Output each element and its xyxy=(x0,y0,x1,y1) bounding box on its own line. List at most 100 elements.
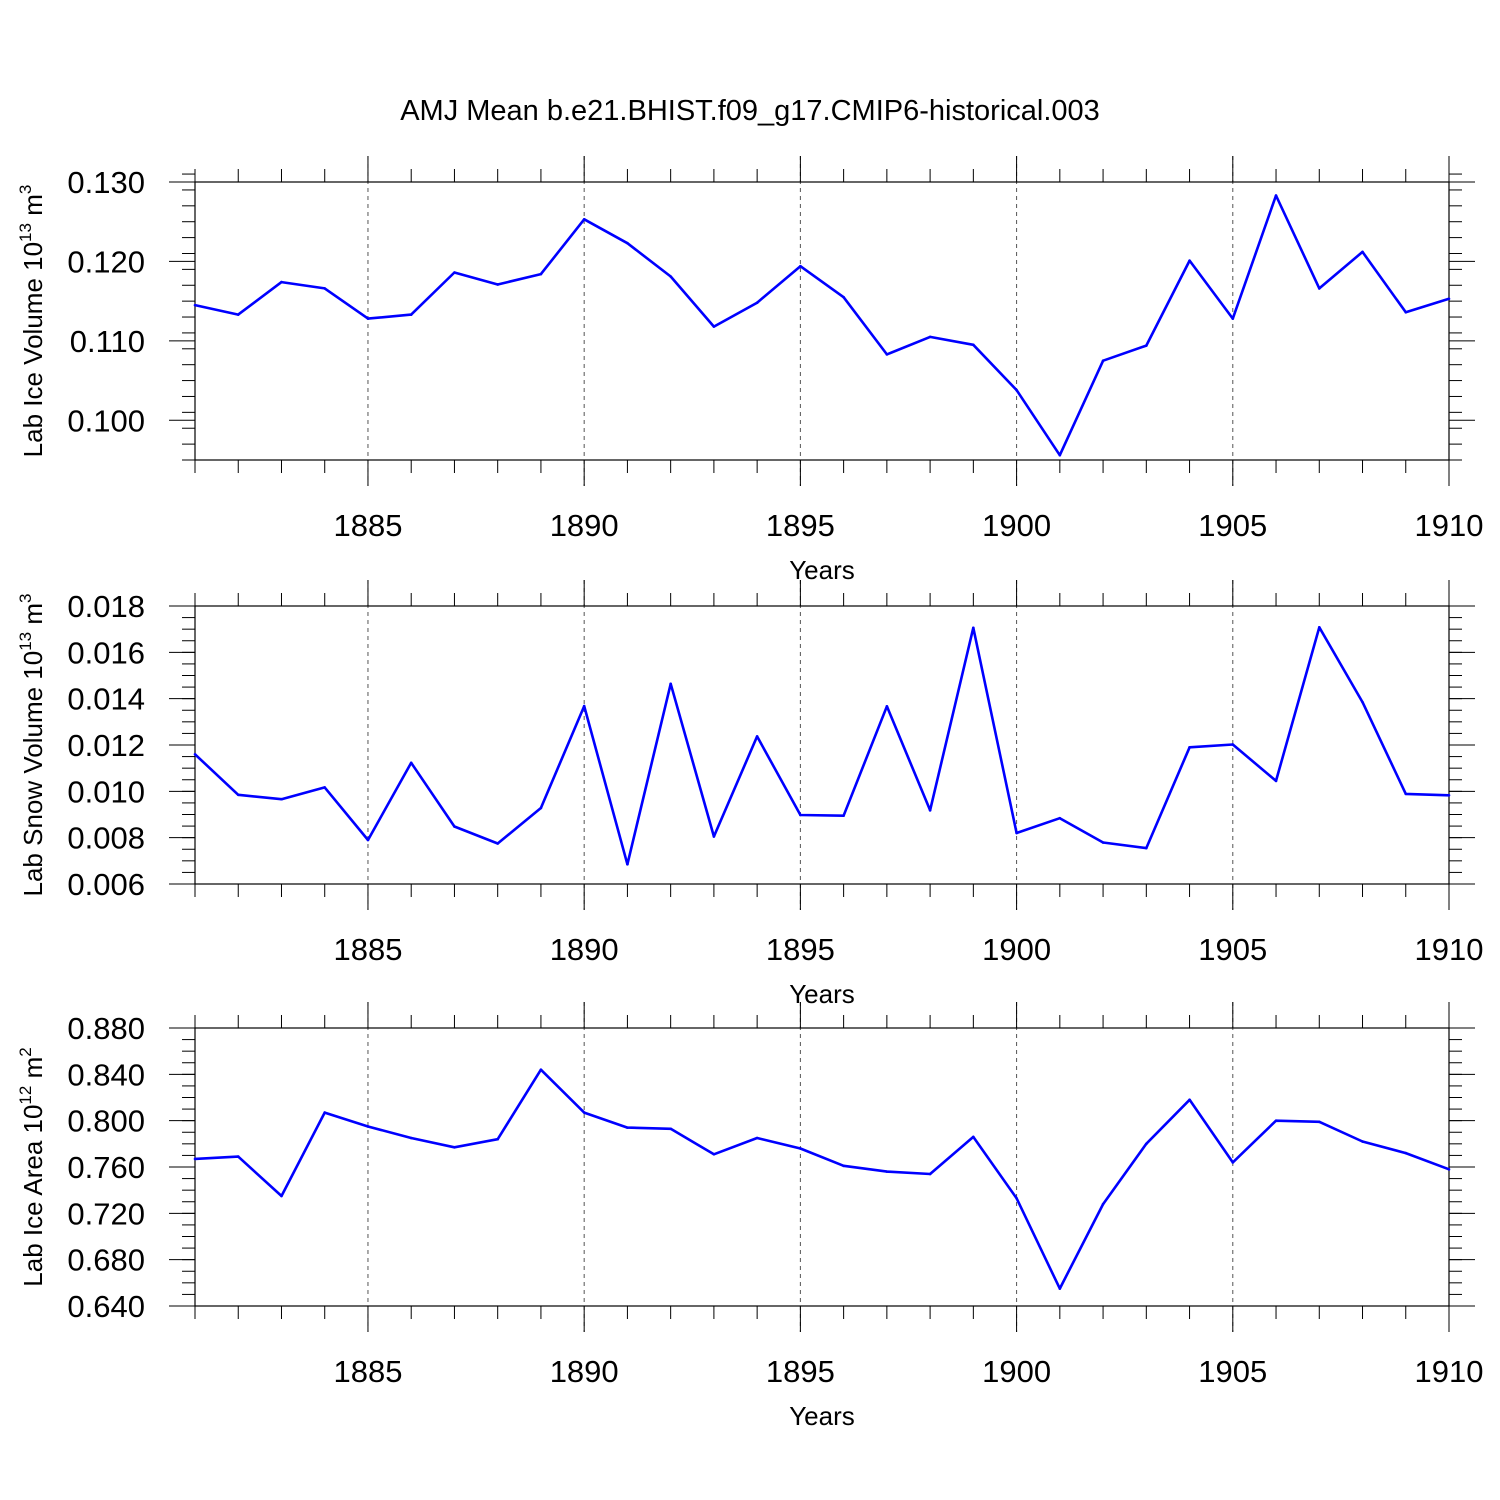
data-point xyxy=(280,797,283,801)
data-point xyxy=(1361,700,1364,704)
data-point xyxy=(496,842,499,845)
data-point xyxy=(755,735,759,738)
x-tick-label: 1885 xyxy=(333,1354,402,1389)
y-tick-label: 0.018 xyxy=(67,589,145,624)
y-tick-label: 0.008 xyxy=(67,821,145,856)
data-point xyxy=(193,303,197,307)
data-point xyxy=(885,1170,889,1173)
data-point xyxy=(885,705,889,708)
y-tick-label: 0.800 xyxy=(67,1104,145,1139)
data-point xyxy=(1188,746,1191,749)
data-point xyxy=(1317,287,1321,290)
data-point xyxy=(669,275,672,278)
x-tick-label: 1900 xyxy=(982,1354,1051,1389)
x-tick-label: 1895 xyxy=(766,932,835,967)
y-tick-label: 0.130 xyxy=(67,165,145,200)
y-axis-label-exponent: 13 xyxy=(16,632,35,651)
x-tick-label: 1885 xyxy=(333,508,402,543)
data-point xyxy=(1015,1196,1018,1200)
y-axis-label-unit-exponent: 2 xyxy=(16,1047,35,1056)
data-point xyxy=(755,301,759,305)
data-point xyxy=(1188,259,1191,262)
data-point xyxy=(409,761,413,765)
data-point xyxy=(799,813,802,817)
data-point xyxy=(1101,841,1105,844)
data-point xyxy=(626,863,629,866)
data-point xyxy=(236,793,240,797)
x-axis-label: Years xyxy=(789,555,855,585)
y-tick-label: 0.016 xyxy=(67,635,145,670)
panel-1: 1885 1890 1895 1900 1905 1910 Years 0.100 0.110 0… xyxy=(16,156,1483,585)
y-axis-label-unit: m xyxy=(18,603,48,632)
data-point xyxy=(755,1136,759,1140)
panel-2: 1885 1890 1895 1900 1905 1910 Years 0.006 0.008 0… xyxy=(16,580,1483,1009)
data-point xyxy=(712,835,716,838)
data-point xyxy=(669,1127,672,1131)
data-point xyxy=(496,283,499,286)
data-point xyxy=(1101,1202,1105,1206)
series-line xyxy=(194,194,1450,457)
y-tick-label: 0.120 xyxy=(67,244,145,279)
y-tick-label: 0.010 xyxy=(67,774,145,809)
data-point xyxy=(1274,194,1278,197)
data-point xyxy=(1231,317,1235,320)
data-point xyxy=(366,317,370,320)
data-point xyxy=(453,1146,456,1149)
data-point xyxy=(236,313,240,316)
data-point xyxy=(842,814,845,817)
data-point xyxy=(1447,793,1451,797)
data-point xyxy=(1231,1161,1235,1164)
data-point xyxy=(193,752,197,756)
x-tick-label: 1885 xyxy=(333,932,402,967)
figure-title: AMJ Mean b.e21.BHIST.f09_g17.CMIP6-histo… xyxy=(400,95,1100,127)
data-point xyxy=(799,264,802,268)
y-tick-label: 0.012 xyxy=(67,728,145,763)
data-point xyxy=(799,1147,802,1150)
data-point xyxy=(885,353,889,356)
data-point xyxy=(842,295,845,299)
data-point xyxy=(1188,1098,1191,1102)
y-tick-label: 0.110 xyxy=(70,324,145,359)
y-axis-label: Lab Snow Volume 1013 m3 xyxy=(16,593,48,896)
data-point xyxy=(626,1126,629,1129)
data-point xyxy=(1145,344,1148,347)
data-point xyxy=(280,280,283,284)
data-point xyxy=(1058,453,1062,457)
data-point xyxy=(1231,743,1235,746)
data-point xyxy=(582,218,586,221)
data-point xyxy=(496,1137,499,1141)
data-point xyxy=(972,343,975,347)
x-tick-label: 1905 xyxy=(1198,1354,1267,1389)
data-point xyxy=(928,1172,932,1176)
data-point xyxy=(928,809,932,812)
y-axis-label-exponent: 12 xyxy=(16,1086,35,1105)
x-tick-label: 1890 xyxy=(550,932,619,967)
data-point xyxy=(539,1068,543,1071)
y-axis-label-unit: m xyxy=(18,194,48,223)
data-point xyxy=(712,1152,716,1156)
x-tick-label: 1910 xyxy=(1415,508,1484,543)
data-point xyxy=(1101,359,1105,363)
data-point xyxy=(1317,626,1321,629)
data-point xyxy=(1317,1120,1321,1124)
x-tick-label: 1900 xyxy=(982,932,1051,967)
data-point xyxy=(1447,1168,1451,1171)
y-axis-label-unit-exponent: 3 xyxy=(16,593,35,602)
data-point xyxy=(1404,310,1408,314)
y-axis-label-text: Lab Ice Area 10 xyxy=(18,1105,48,1287)
data-point xyxy=(669,682,672,686)
y-tick-label: 0.760 xyxy=(67,1150,145,1185)
data-point xyxy=(453,825,456,828)
panel-3: 1885 1890 1895 1900 1905 1910 Years 0.640 0.680 0… xyxy=(16,1002,1483,1431)
x-tick-label: 1905 xyxy=(1198,508,1267,543)
data-point xyxy=(1361,250,1364,254)
data-point xyxy=(453,271,456,274)
y-tick-label: 0.880 xyxy=(67,1011,145,1046)
y-axis-label: Lab Ice Area 1012 m2 xyxy=(16,1047,48,1286)
x-tick-label: 1890 xyxy=(550,1354,619,1389)
x-tick-label: 1910 xyxy=(1415,1354,1484,1389)
data-point xyxy=(1015,388,1018,392)
data-point xyxy=(1015,831,1018,835)
data-point xyxy=(1058,816,1062,820)
